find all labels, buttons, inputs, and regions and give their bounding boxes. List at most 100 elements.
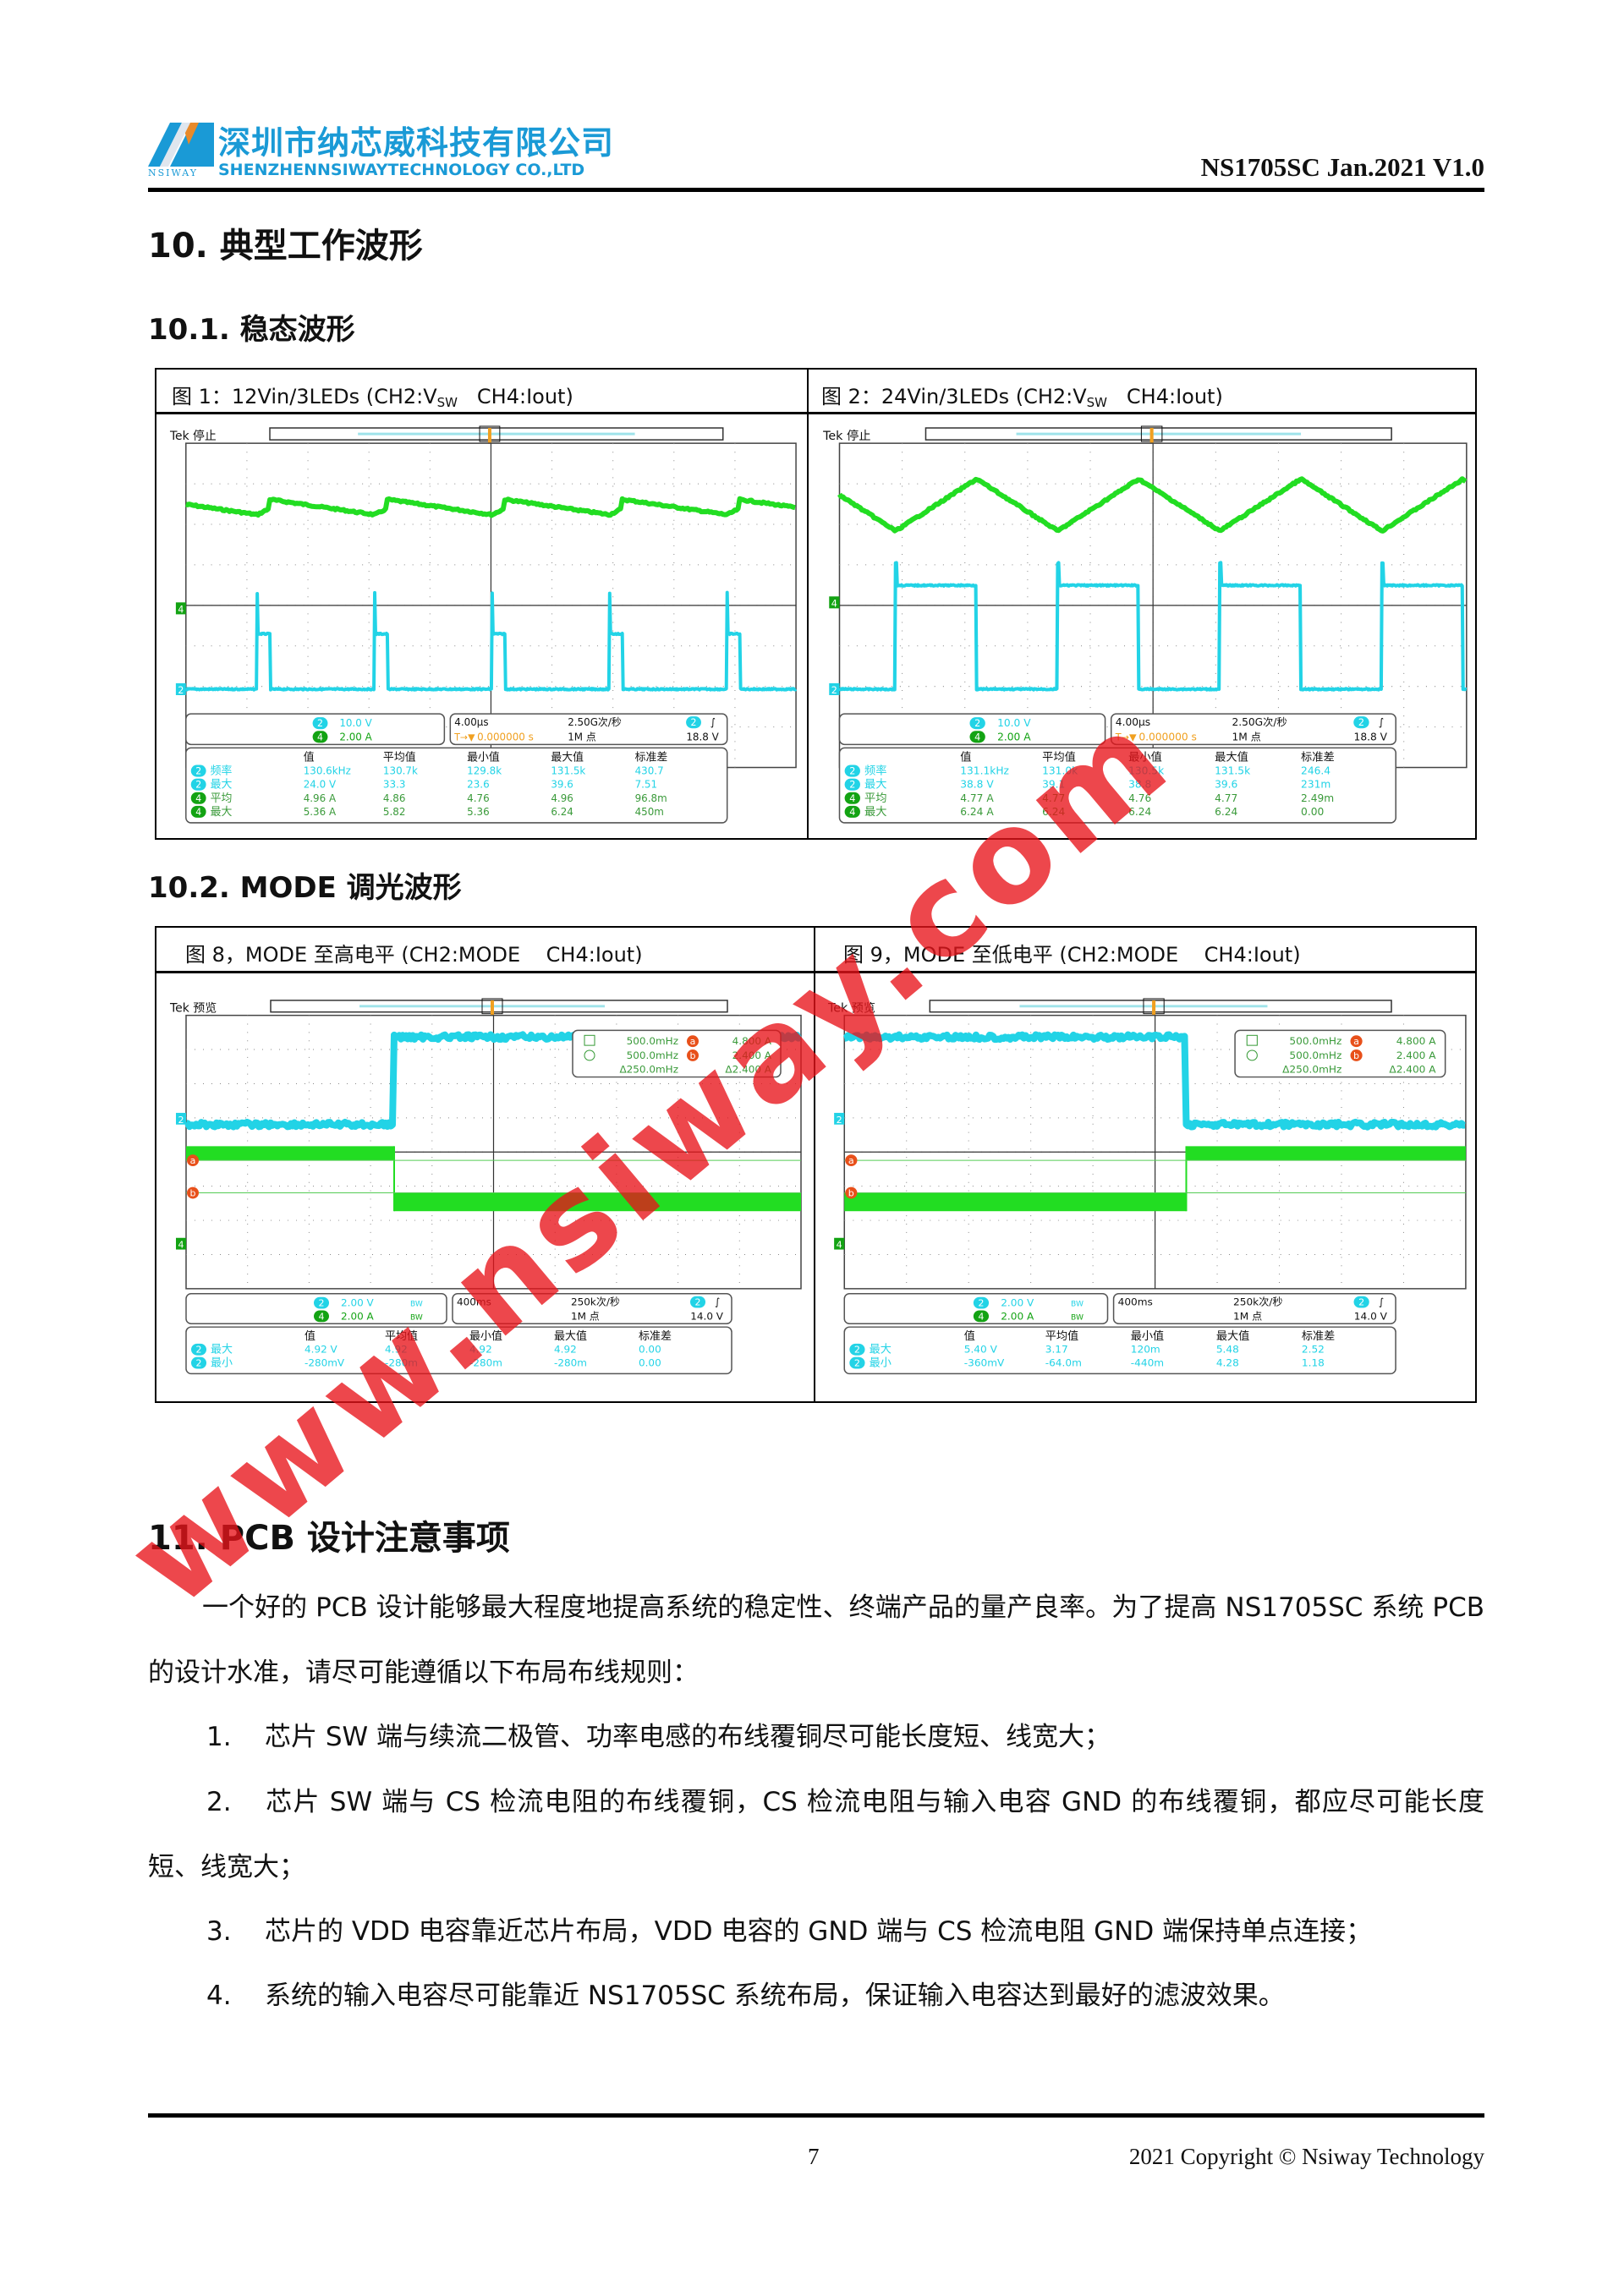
channel-number: 4 [317, 732, 323, 743]
measurement-value: 6.24 [551, 806, 573, 818]
ch4-scale: 2.00 A [341, 1310, 375, 1322]
timebase: 400ms [457, 1296, 491, 1308]
measurement-value: 5.36 [467, 806, 489, 818]
cursor-a-label: a [690, 1036, 696, 1047]
ch2-ground-marker [834, 1112, 845, 1125]
channel-scale-box [838, 713, 1106, 746]
ch2-ground-marker-label: 2 [178, 685, 184, 696]
channel-badge [1353, 716, 1369, 729]
measurement-name: 最大 [211, 1344, 233, 1356]
ch2-mode-trace [842, 1031, 1467, 1131]
channel-badge [969, 731, 985, 743]
channel-badge [191, 1343, 206, 1356]
measurement-header: 平均值 [1045, 1329, 1078, 1343]
measurement-value: 3.17 [1045, 1344, 1068, 1356]
measurement-name: 最大 [211, 806, 233, 819]
measurement-value: 4.92 [554, 1344, 577, 1356]
measurement-header: 值 [304, 1329, 315, 1343]
channel-badge [191, 1356, 206, 1369]
measurement-header: 标准差 [1301, 751, 1335, 764]
measurement-header: 值 [964, 1329, 975, 1343]
measurement-name: 频率 [864, 764, 886, 778]
measurement-value: 0.00 [639, 1357, 661, 1369]
measurement-name: 最小 [870, 1357, 892, 1370]
measurement-header: 最小值 [1131, 1329, 1164, 1343]
ch4-ground-marker-label: 4 [178, 1240, 184, 1251]
measurement-header: 最大值 [1216, 1329, 1249, 1343]
cursor-b-value: 2.400 A [1396, 1049, 1437, 1061]
timebase: 4.00µs [1116, 716, 1150, 728]
footer-rule [148, 2113, 1484, 2118]
ch4-ground-marker-label: 4 [837, 1240, 842, 1251]
measurement-value: 4.76 [1128, 792, 1151, 804]
sample-rate: 2.50G次/秒 [1232, 716, 1287, 728]
measurement-value: -280m [554, 1357, 587, 1369]
measurement-value: 6.24 [1215, 806, 1237, 818]
record-length: 1M 点 [568, 731, 596, 743]
channel-number: 2 [1358, 717, 1364, 728]
measurement-table [185, 1326, 732, 1375]
logo-wordmark: NSIWAY [148, 167, 199, 178]
ch2-vsw-trace [184, 590, 798, 692]
page-number: 7 [808, 2144, 820, 2169]
measurement-value: 4.92 V [304, 1344, 338, 1356]
channel-badge [312, 731, 328, 743]
trigger-slope: ∫ [710, 716, 716, 728]
document-id: NS1705SC Jan.2021 V1.0 [1200, 152, 1484, 182]
channel-badge [849, 1356, 865, 1369]
ch2-bandwidth-limit: BW [410, 1301, 423, 1309]
channel-badge [844, 805, 860, 818]
cursor-a-freq: 500.0mHz [1289, 1035, 1341, 1047]
measurement-value: 231m [1301, 779, 1330, 791]
channel-number: 4 [978, 1311, 984, 1322]
measurement-value: 131.5k [551, 765, 585, 777]
channel-badge [844, 792, 860, 804]
channel-badge [190, 805, 206, 818]
channel-badge [973, 1296, 990, 1309]
measurement-value: 5.36 A [304, 806, 337, 818]
measurement-value: 130.5k [1128, 765, 1164, 777]
measurement-name: 最大 [211, 779, 233, 792]
channel-number: 4 [195, 807, 201, 818]
cursor-b-label: b [1353, 1050, 1359, 1061]
ch4-iout-band [394, 1192, 801, 1212]
trigger-level: 14.0 V [690, 1310, 724, 1322]
measurement-value: -64.0m [1045, 1357, 1082, 1369]
ch4-ground-marker [176, 1237, 186, 1250]
oscilloscope-screen: Tek 停止 4 2 2 10.0 V 4 2.00 A 4.00µs T→▼ 0.000000 … [822, 425, 1468, 824]
section-11-intro: 一个好的 PCB 设计能够最大程度地提高系统的稳定性、终端产品的量产良率。为了提… [148, 1592, 1484, 1688]
scope-status: Tek 停止 [822, 429, 870, 443]
cursor-b-value: 2.400 A [732, 1049, 772, 1061]
channel-number: 2 [195, 766, 201, 777]
cursor-b-label: b [690, 1050, 696, 1061]
measurement-header: 最小值 [1128, 751, 1162, 764]
company-name-en: SHENZHENNSIWAYTECHNOLOGY CO.,LTD [218, 161, 585, 179]
measurement-value: 23.6 [467, 779, 489, 791]
cursor-delta-freq: Δ250.0mHz [619, 1064, 678, 1076]
cursor-a-freq: 500.0mHz [627, 1035, 678, 1047]
cursor-a-badge [187, 1154, 199, 1167]
channel-number: 2 [694, 1297, 700, 1308]
list-item: 2. 芯片 SW 端与 CS 检流电阻的布线覆铜，CS 检流电阻与输入电容 GND… [148, 1787, 1484, 1882]
ch2-vsw-trace [838, 561, 1468, 692]
channel-number: 2 [691, 717, 697, 728]
trigger-level: 14.0 V [1354, 1310, 1388, 1322]
measurement-value: 4.92 [385, 1344, 408, 1356]
measurement-value: 130.7k [383, 765, 418, 777]
cursor-b-badge [687, 1049, 699, 1061]
section-10-2-title: 10.2. MODE 调光波形 [148, 871, 462, 905]
cursor-readout-box [1234, 1029, 1446, 1078]
measurement-name: 频率 [211, 764, 233, 777]
figure-8-caption: 图 8，MODE 至高电平 (CH2:MODE CH4:Iout) [185, 943, 643, 967]
channel-badge [314, 1296, 329, 1309]
measurement-value: 5.48 [1216, 1344, 1239, 1356]
horizontal-trigger-box [1110, 713, 1396, 746]
trigger-level: 18.8 V [686, 731, 719, 743]
channel-badge [686, 716, 701, 729]
ch4-bandwidth-limit: BW [410, 1313, 423, 1322]
measurement-table [185, 747, 728, 824]
circle-cursor-icon [584, 1049, 595, 1061]
copyright: 2021 Copyright © Nsiway Technology [1128, 2144, 1484, 2169]
measurement-header: 最小值 [467, 750, 500, 764]
cursor-a-value: 4.800 A [1396, 1035, 1437, 1047]
